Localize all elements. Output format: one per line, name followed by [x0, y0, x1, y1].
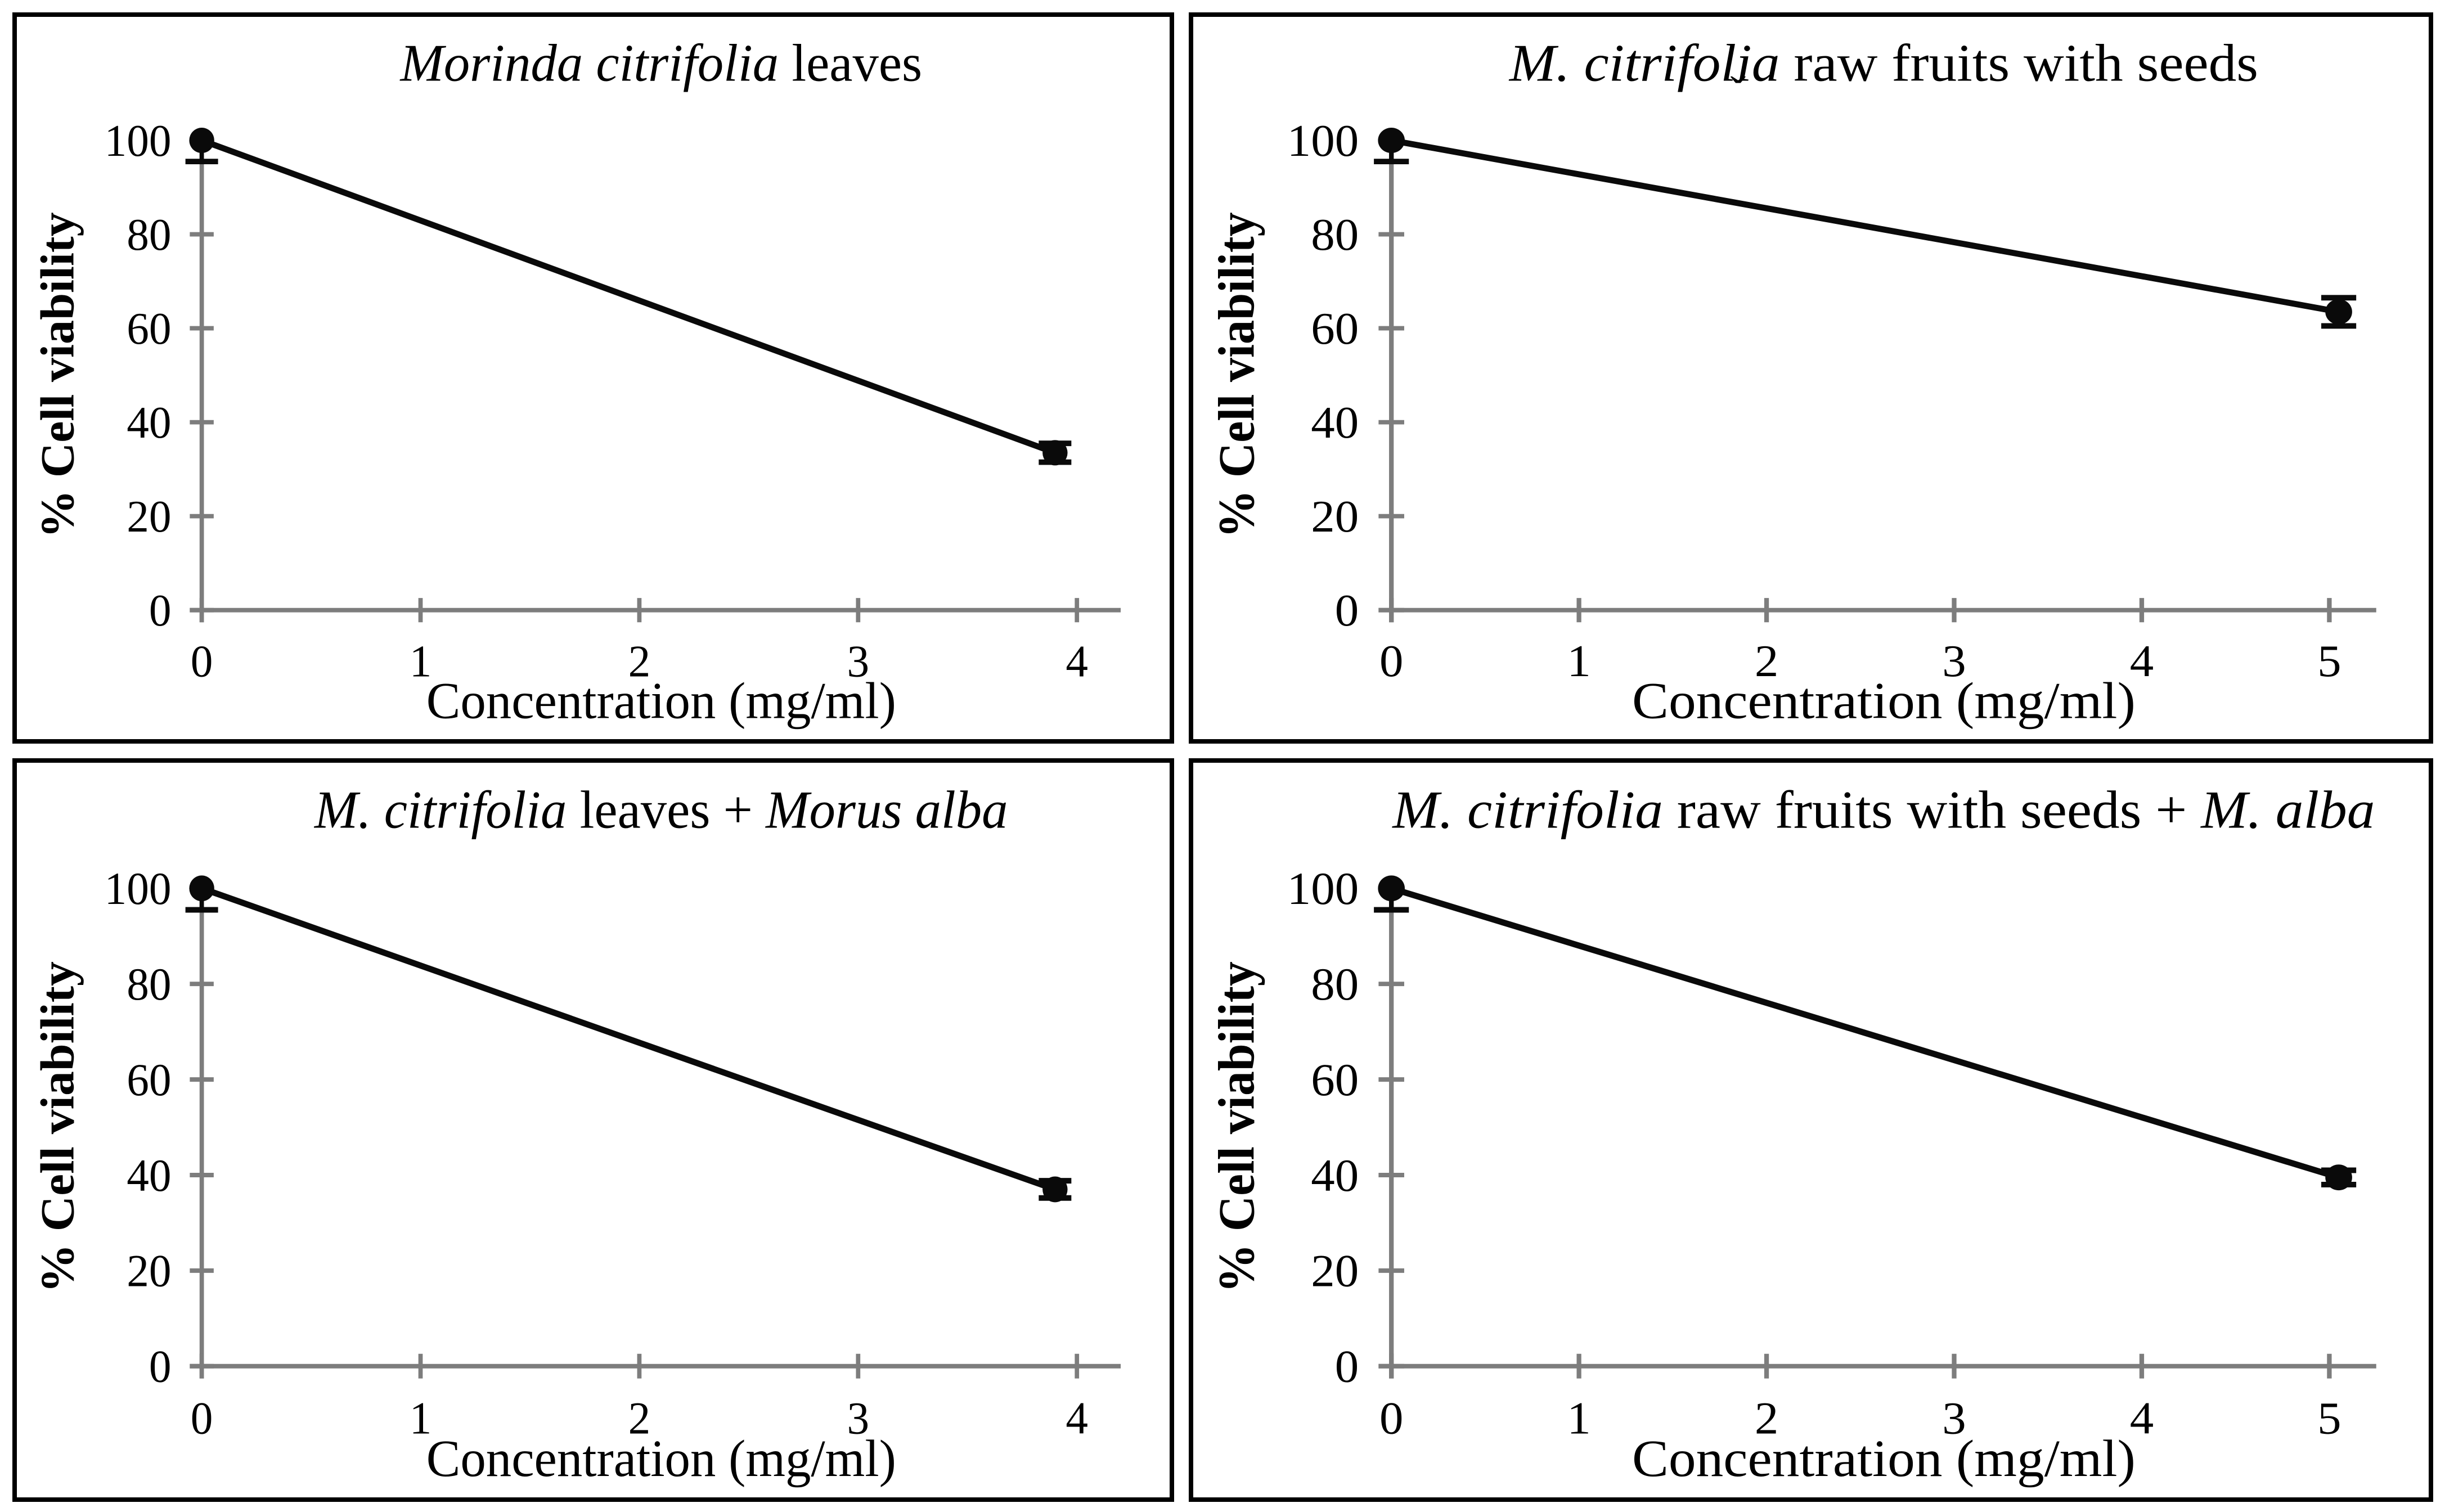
series-line [1390, 885, 2340, 1181]
chart-panel-raw-fruits-seeds-m-alba: 0 1 2 3 4 5 0 20 40 60 80 100 M. citrifolia raw frui… [1189, 758, 2433, 1502]
x-tick-label: 3 [847, 637, 870, 687]
data-point-marker [2325, 299, 2352, 325]
x-tick-label: 1 [1567, 1393, 1590, 1444]
y-tick-label: 100 [1287, 115, 1359, 165]
x-tick-label: 4 [2130, 1393, 2154, 1444]
y-tick-label: 40 [127, 1150, 171, 1201]
chart-title: M. citrifolia raw fruits with seeds [1508, 34, 2258, 92]
x-tick-label: 2 [628, 637, 651, 687]
y-axis-label: % Cell viability [31, 212, 84, 538]
stray-mark: ˇ [1731, 68, 1746, 117]
x-tick-label: 0 [191, 1393, 213, 1443]
x-tick-label: 3 [1942, 636, 1966, 686]
x-tick-label: 1 [1567, 636, 1590, 686]
x-axis-label: Concentration (mg/ml) [1632, 1429, 2136, 1488]
y-tick-label: 40 [127, 398, 171, 448]
y-tick-label: 60 [127, 304, 171, 354]
y-tick-label: 0 [149, 586, 172, 636]
y-tick-label: 60 [127, 1055, 171, 1105]
y-tick-label: 80 [1311, 960, 1359, 1010]
data-point-marker [1378, 875, 1405, 902]
x-axis-label: Concentration (mg/ml) [426, 672, 896, 730]
x-tick-label: 2 [1755, 1393, 1778, 1444]
data-point-marker [189, 128, 214, 154]
y-tick-label: 0 [1335, 1342, 1359, 1392]
series-line [1391, 137, 2340, 315]
data-point-marker [189, 875, 214, 902]
y-tick-label: 100 [105, 116, 172, 166]
chart-title: M. citrifolia raw fruits with seeds + M.… [1391, 780, 2375, 840]
y-tick-label: 40 [1311, 397, 1359, 447]
x-tick-label: 3 [847, 1393, 870, 1443]
x-tick-label: 0 [1379, 636, 1403, 686]
y-tick-label: 20 [1311, 1246, 1359, 1297]
x-tick-label: 5 [2317, 1393, 2341, 1444]
x-axis-label: Concentration (mg/ml) [426, 1429, 896, 1488]
y-tick-label: 40 [1311, 1150, 1359, 1201]
x-tick-label: 1 [410, 637, 432, 687]
y-tick-label: 80 [127, 959, 171, 1010]
chart-title: M. citrifolia leaves + Morus alba [313, 780, 1008, 840]
y-tick-label: 60 [1311, 1055, 1359, 1105]
y-tick-label: 100 [1287, 864, 1359, 915]
x-tick-label: 0 [1379, 1393, 1403, 1444]
x-tick-label: 2 [1755, 636, 1778, 686]
y-tick-label: 100 [105, 863, 172, 914]
x-tick-label: 3 [1942, 1393, 1966, 1444]
chart-panel-morinda-leaves: 0 1 2 3 4 0 20 40 60 80 100 Morinda citrifolia leav… [12, 12, 1174, 744]
x-tick-label: 0 [191, 637, 213, 687]
x-tick-label: 4 [2130, 636, 2154, 686]
data-point-marker [2325, 1164, 2352, 1191]
chart-title: Morinda citrifolia leaves [399, 34, 922, 93]
y-axis-label: % Cell viability [1209, 212, 1266, 538]
data-point-marker [1042, 1176, 1068, 1203]
y-tick-label: 60 [1311, 303, 1359, 353]
data-point-marker [1042, 440, 1068, 466]
series-line [200, 885, 1057, 1192]
x-tick-label: 4 [1066, 637, 1088, 687]
data-point-marker [1378, 128, 1405, 154]
y-tick-label: 20 [127, 492, 171, 542]
x-axis-label: Concentration (mg/ml) [1632, 672, 2136, 730]
chart-panel-leaves-morus-alba: 0 1 2 3 4 0 20 40 60 80 100 M. citrifolia leaves + … [12, 758, 1174, 1502]
chart-panel-raw-fruits-seeds: 0 1 2 3 4 5 0 20 40 60 80 100 M. citrifolia raw frui… [1189, 12, 2433, 744]
x-tick-label: 4 [1066, 1393, 1088, 1443]
y-axis-label: % Cell viability [31, 961, 84, 1293]
chart-canvas-raw-fruits-seeds: 0 1 2 3 4 5 0 20 40 60 80 100 M. citrifolia raw frui… [1209, 34, 2376, 730]
x-tick-label: 5 [2317, 636, 2341, 686]
x-tick-label: 2 [628, 1393, 651, 1443]
chart-canvas-raw-fruits-seeds-m-alba: 0 1 2 3 4 5 0 20 40 60 80 100 M. citrifolia raw frui… [1208, 780, 2376, 1488]
series-line [200, 137, 1057, 456]
y-axis-label: % Cell viability [1208, 961, 1265, 1293]
y-tick-label: 80 [1311, 209, 1359, 259]
y-tick-label: 0 [149, 1342, 172, 1392]
y-tick-label: 80 [127, 210, 171, 260]
x-tick-label: 1 [410, 1393, 432, 1443]
y-tick-label: 20 [127, 1246, 171, 1297]
y-tick-label: 20 [1311, 491, 1359, 541]
y-tick-label: 0 [1335, 585, 1359, 635]
